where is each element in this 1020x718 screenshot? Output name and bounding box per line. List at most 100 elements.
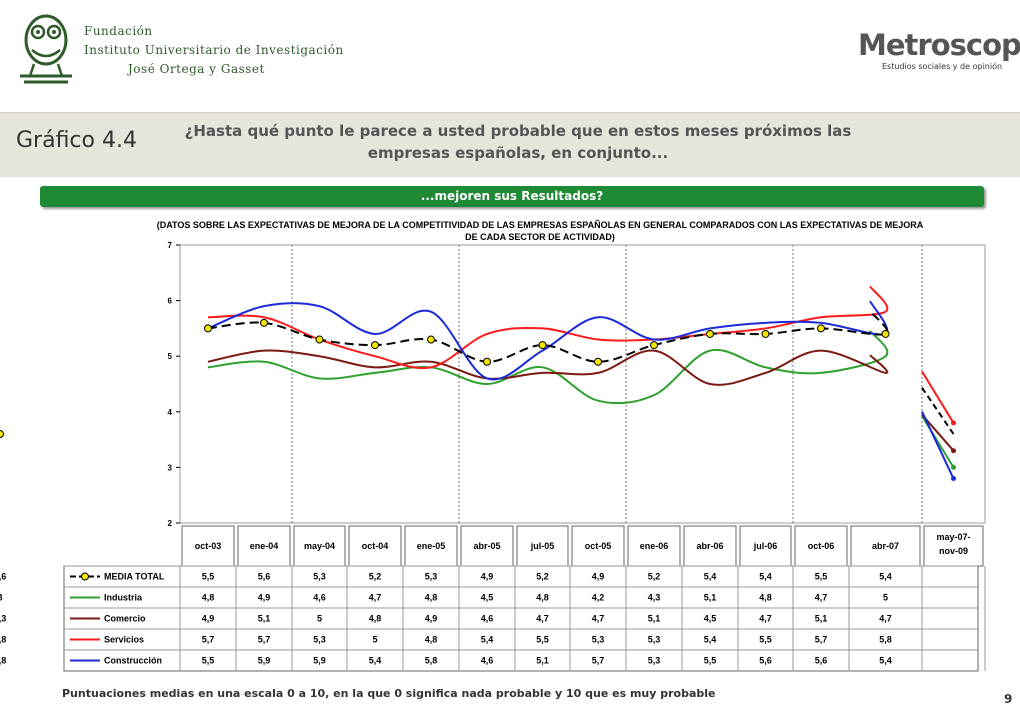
data-label: 4,2 — [592, 593, 605, 603]
data-label: 5,7 — [815, 635, 828, 645]
data-label: 4,8 — [369, 614, 382, 624]
data-label: 4,9 — [592, 572, 605, 582]
data-label: 5,1 — [258, 614, 271, 624]
data-label: 4,6 — [313, 593, 326, 603]
data-label: 5,7 — [592, 656, 605, 666]
page-header: Fundación Instituto Universitario de Inv… — [0, 0, 1020, 108]
legend-label: Servicios — [104, 635, 144, 645]
data-label: 3,3 — [0, 614, 6, 624]
data-label: 5,6 — [258, 572, 271, 582]
scale-note: Puntuaciones medias en una escala 0 a 10… — [62, 687, 716, 700]
legend-label: Industria — [104, 593, 143, 603]
y-tick-label: 2 — [168, 519, 173, 528]
page-number: 9 — [1004, 692, 1013, 706]
data-label: 5,5 — [759, 635, 772, 645]
data-label: 5,2 — [648, 572, 661, 582]
foundation-name: Fundación Instituto Universitario de Inv… — [84, 22, 344, 79]
x-tick-label: may-07- — [936, 532, 970, 542]
data-label: 5,5 — [202, 656, 215, 666]
data-label: 5,3 — [648, 656, 661, 666]
data-label: 5,1 — [704, 593, 717, 603]
x-tick-label: abr-06 — [696, 541, 723, 551]
data-label: 4,7 — [759, 614, 772, 624]
data-label: 4,3 — [648, 593, 661, 603]
x-tick-label: abr-07 — [872, 541, 899, 551]
data-label: 5,6 — [815, 656, 828, 666]
data-point — [594, 357, 602, 366]
data-label: 5,4 — [369, 656, 382, 666]
data-label: 5,2 — [369, 572, 382, 582]
data-point — [951, 464, 956, 470]
chart-note: (DATOS SOBRE LAS EXPECTATIVAS DE MEJORA … — [156, 220, 924, 242]
data-label: 5,3 — [425, 572, 438, 582]
data-label: 5,9 — [258, 656, 271, 666]
data-label: 5,5 — [704, 656, 717, 666]
data-label: 4,8 — [425, 593, 438, 603]
data-point — [951, 420, 956, 426]
x-tick-label: jul-06 — [753, 541, 778, 551]
data-label: 5,5 — [536, 635, 549, 645]
data-label: 5,8 — [879, 635, 892, 645]
y-tick-label: 4 — [168, 408, 173, 417]
y-tick-label: 3 — [168, 463, 173, 472]
data-label: 3 — [0, 593, 3, 603]
legend-marker — [81, 572, 89, 581]
foundation-line-2: Instituto Universitario de Investigación — [84, 43, 344, 57]
x-tick-label: oct-06 — [808, 541, 835, 551]
data-point — [204, 324, 212, 333]
x-tick-label: ene-05 — [417, 541, 446, 551]
foundation-line-1: Fundación — [84, 24, 153, 38]
series-tail — [921, 387, 955, 435]
data-label: 4,8 — [759, 593, 772, 603]
data-label: 4,9 — [202, 614, 215, 624]
data-label: 5,2 — [536, 572, 549, 582]
metroscopia-tagline: Estudios sociales y de opinión — [882, 62, 1003, 71]
data-label: 5,4 — [704, 572, 717, 582]
data-point — [0, 430, 4, 439]
owl-logo — [20, 14, 72, 84]
data-label: 5,3 — [592, 635, 605, 645]
x-tick-label: ene-06 — [640, 541, 669, 551]
data-label: 5,4 — [759, 572, 772, 582]
data-label: 4,7 — [369, 593, 382, 603]
data-point — [881, 329, 890, 338]
data-label: 5,8 — [425, 656, 438, 666]
x-tick-label: abr-05 — [473, 541, 500, 551]
plot-area — [179, 244, 986, 524]
data-label: 4,7 — [592, 614, 605, 624]
data-label: 5,4 — [879, 656, 892, 666]
x-tick-label: may-04 — [304, 541, 335, 551]
data-label: 4,5 — [704, 614, 717, 624]
legend-label: Construcción — [104, 656, 162, 666]
data-label: 4,8 — [202, 593, 215, 603]
data-label: 4,7 — [536, 614, 549, 624]
data-label: 5,3 — [648, 635, 661, 645]
data-label: 5,1 — [536, 656, 549, 666]
series-line-industria — [207, 330, 889, 405]
data-label: 5,4 — [879, 572, 892, 582]
series-tail — [921, 411, 955, 479]
data-label: 3,6 — [0, 572, 6, 582]
data-point — [650, 341, 658, 350]
data-label: 5,9 — [313, 656, 326, 666]
data-label: 4,7 — [879, 614, 892, 624]
figure-question: ¿Hasta qué punto le parece a usted proba… — [184, 122, 852, 162]
x-tick-label: oct-04 — [362, 541, 389, 551]
data-label: 5,1 — [815, 614, 828, 624]
data-label: 5,1 — [648, 614, 661, 624]
series-line-construcción — [207, 300, 889, 381]
y-tick-label: 6 — [168, 297, 173, 306]
series-line-servicios — [207, 285, 889, 370]
data-label: 5,4 — [704, 635, 717, 645]
x-tick-label: ene-04 — [250, 541, 279, 551]
legend-label: MEDIA TOTAL — [104, 572, 165, 582]
data-point — [483, 357, 491, 366]
data-label: 5 — [317, 614, 322, 624]
data-label: 5,3 — [313, 635, 326, 645]
metroscopia-name: Metroscopia — [858, 28, 1020, 62]
data-point — [371, 341, 379, 350]
data-point — [427, 335, 435, 344]
data-label: 5,7 — [202, 635, 215, 645]
series-line-comercio — [207, 349, 889, 386]
data-label: 4,9 — [425, 614, 438, 624]
